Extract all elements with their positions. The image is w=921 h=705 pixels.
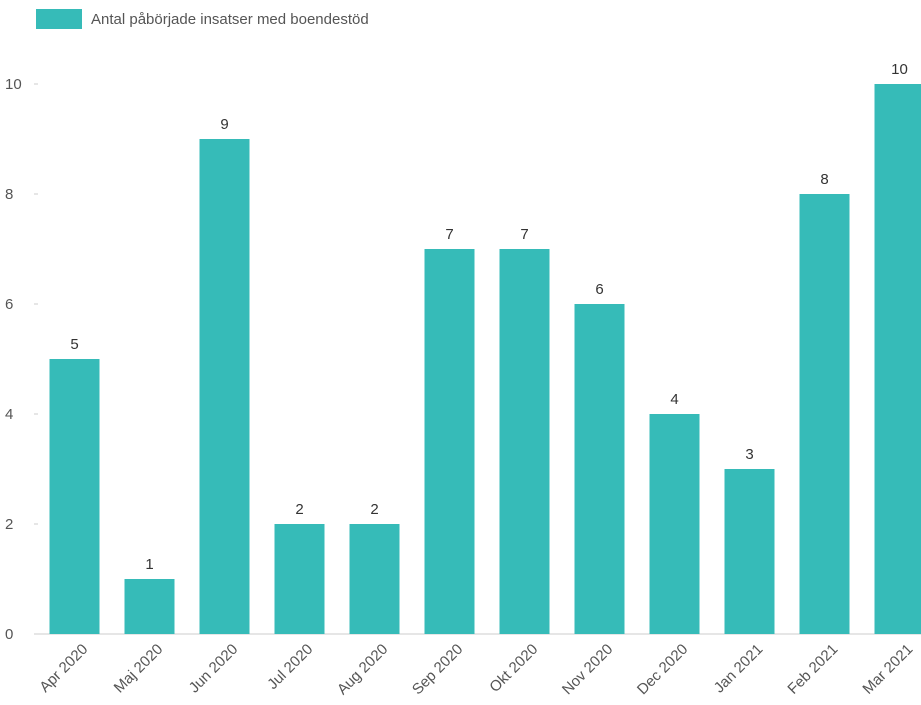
x-tick-label: Jan 2021 [711, 641, 767, 697]
data-label: 1 [145, 556, 153, 573]
y-tick-label: 10 [5, 76, 22, 93]
bar [499, 249, 550, 634]
y-tick-label: 6 [5, 296, 13, 313]
bar [274, 524, 325, 634]
data-labels: 5 1 9 2 2 7 7 6 4 3 8 10 [70, 61, 908, 573]
x-tick-label: Nov 2020 [559, 641, 616, 698]
y-tick-label: 4 [5, 406, 13, 423]
x-axis: Apr 2020 Maj 2020 Jun 2020 Jul 2020 Aug 2020… [36, 641, 916, 698]
bar [874, 84, 921, 634]
data-label: 5 [70, 336, 78, 353]
x-tick-label: Maj 2020 [111, 641, 167, 697]
legend-label: Antal påbörjade insatser med boendestöd [91, 11, 369, 28]
data-label: 6 [595, 281, 603, 298]
x-tick-label: Feb 2021 [784, 641, 841, 698]
y-tick-label: 8 [5, 186, 13, 203]
bar [724, 469, 775, 634]
x-tick-label: Jun 2020 [186, 641, 242, 697]
bars [49, 84, 921, 634]
y-axis: 0 2 4 6 8 10 [5, 76, 38, 643]
data-label: 2 [370, 501, 378, 518]
data-label: 9 [220, 116, 228, 133]
bar [649, 414, 700, 634]
bar [124, 579, 175, 634]
bar [799, 194, 850, 634]
bar [199, 139, 250, 634]
x-tick-label: Jul 2020 [264, 641, 316, 693]
legend: Antal påbörjade insatser med boendestöd [36, 9, 369, 29]
bar [49, 359, 100, 634]
bar [349, 524, 400, 634]
x-tick-label: Okt 2020 [486, 641, 541, 696]
data-label: 8 [820, 171, 828, 188]
data-label: 7 [445, 226, 453, 243]
x-tick-label: Dec 2020 [634, 641, 691, 698]
legend-swatch [36, 9, 82, 29]
data-label: 10 [891, 61, 908, 78]
data-label: 4 [670, 391, 678, 408]
data-label: 3 [745, 446, 753, 463]
x-tick-label: Apr 2020 [36, 641, 91, 696]
data-label: 7 [520, 226, 528, 243]
y-tick-label: 2 [5, 516, 13, 533]
bar [424, 249, 475, 634]
y-tick-label: 0 [5, 626, 13, 643]
x-tick-label: Aug 2020 [334, 641, 391, 698]
data-label: 2 [295, 501, 303, 518]
x-tick-label: Mar 2021 [859, 641, 916, 698]
bar [574, 304, 625, 634]
x-tick-label: Sep 2020 [409, 641, 466, 698]
